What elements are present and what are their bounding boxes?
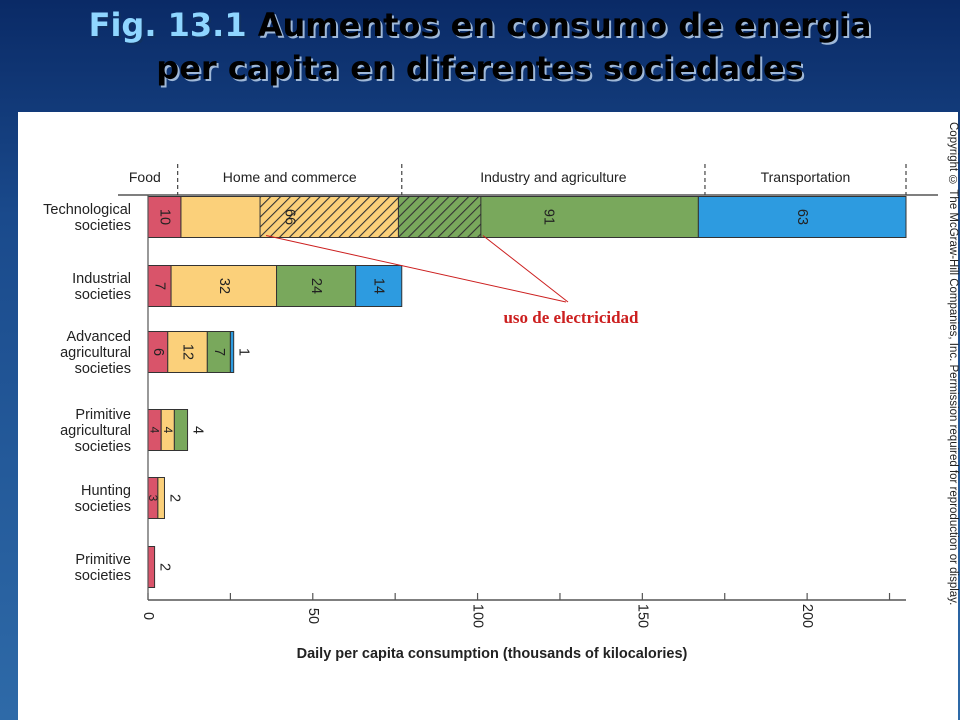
bar-value-label: 1 xyxy=(236,348,252,356)
category-label: agricultural xyxy=(60,345,131,361)
category-label: societies xyxy=(75,439,131,455)
bar-segment xyxy=(697,196,907,238)
bar-value-label: 66 xyxy=(282,209,298,225)
electricity-hatch-home xyxy=(259,196,399,238)
bar-value-label: 4 xyxy=(190,426,206,434)
bar-value-label: 14 xyxy=(371,278,387,294)
figure-number: Fig. 13.1 xyxy=(88,6,247,44)
x-tick-label: 100 xyxy=(470,604,486,628)
bar-value-label: 12 xyxy=(180,344,196,360)
category-label: Advanced xyxy=(67,329,132,345)
electricity-hatch-industry xyxy=(397,196,482,238)
bar-segment xyxy=(167,331,208,373)
section-header-2: Industry and agriculture xyxy=(480,169,627,185)
bar-value-label: 7 xyxy=(152,282,168,290)
bar-value-label: 91 xyxy=(540,209,556,225)
bar-segment xyxy=(355,265,403,307)
section-header-1: Home and commerce xyxy=(223,169,357,185)
energy-consumption-chart: Food Home and commerce Industry and agricu… xyxy=(43,164,938,662)
bar-value-label: 4 xyxy=(148,427,162,434)
bar-segment xyxy=(170,265,278,307)
category-label: societies xyxy=(75,568,131,584)
bar-value-label: 3 xyxy=(146,495,160,502)
category-label: societies xyxy=(75,287,131,303)
bar-value-label: 4 xyxy=(161,427,175,434)
bar-value-label: 2 xyxy=(166,494,182,502)
bar-value-label: 32 xyxy=(216,278,232,294)
section-header-3: Transportation xyxy=(761,169,851,185)
category-label: Primitive xyxy=(75,407,131,423)
category-label: societies xyxy=(75,218,131,234)
category-label: societies xyxy=(75,499,131,515)
bar-value-label: 10 xyxy=(156,209,172,225)
bar-value-label: 24 xyxy=(308,278,324,294)
slide-title: Fig. 13.1 Aumentos en consumo de energia… xyxy=(0,4,960,90)
category-label: Hunting xyxy=(81,483,131,499)
bar-value-label: 7 xyxy=(211,348,227,356)
bar-segment xyxy=(229,331,235,373)
x-tick-label: 150 xyxy=(634,604,650,628)
electricity-annotation: uso de electricidad xyxy=(503,308,639,327)
title-line-2: per capita en diferentes sociedades xyxy=(156,49,804,87)
title-line-1: Fig. 13.1 Aumentos en consumo de energia xyxy=(0,4,960,47)
bar-value-label: 6 xyxy=(150,348,166,356)
annotation-pointer-home xyxy=(265,235,567,303)
bar-segment xyxy=(173,409,189,451)
x-tick-label: 200 xyxy=(799,604,815,628)
category-label: agricultural xyxy=(60,423,131,439)
bar-segment xyxy=(157,477,165,519)
category-label: Primitive xyxy=(75,552,131,568)
bar-value-label: 2 xyxy=(157,563,173,571)
x-tick-label: 50 xyxy=(305,608,321,624)
section-header-0: Food xyxy=(129,169,161,185)
figure-panel: Food Home and commerce Industry and agricu… xyxy=(18,112,959,720)
copyright-notice: Copyright © The McGraw-Hill Companies, I… xyxy=(947,122,959,606)
x-axis-label: Daily per capita consumption (thousands … xyxy=(297,646,688,662)
title-text: Aumentos en consumo de energia xyxy=(246,6,872,44)
bar-segment xyxy=(147,546,156,588)
category-label: Industrial xyxy=(72,271,131,287)
category-label: societies xyxy=(75,361,131,377)
bar-value-label: 63 xyxy=(794,209,810,225)
category-label: Technological xyxy=(43,202,131,218)
annotation-pointer-industry xyxy=(482,235,569,303)
x-tick-label: 0 xyxy=(140,612,156,620)
